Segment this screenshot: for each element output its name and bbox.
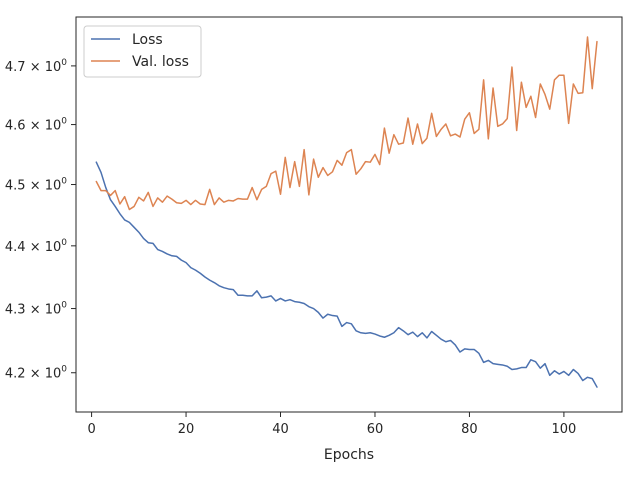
x-tick-label: 40: [272, 422, 289, 437]
plot-lines: [95, 36, 598, 388]
x-tick-label: 80: [461, 422, 478, 437]
series-line-loss: [95, 161, 598, 388]
legend-label: Val. loss: [132, 54, 189, 70]
x-tick-label: 20: [178, 422, 195, 437]
x-tick-labels: 0 20 40 60 80 100: [87, 422, 576, 437]
y-tick-label: 4.7 × 100: [5, 58, 67, 75]
y-tick-label: 4.4 × 100: [5, 238, 67, 255]
legend-label: Loss: [132, 32, 163, 48]
x-tick-label: 100: [551, 422, 576, 437]
axes-frame: [75, 16, 623, 413]
x-tick-label: 60: [367, 422, 384, 437]
y-tick-label: 4.2 × 100: [5, 365, 67, 382]
x-axis-label: Epochs: [324, 447, 374, 463]
y-tick-label: 4.6 × 100: [5, 117, 67, 134]
axis-ticks: [71, 65, 565, 417]
y-tick-label: 4.3 × 100: [5, 301, 67, 318]
series-line-val-loss: [95, 36, 598, 211]
y-tick-labels: 4.2 × 100 4.3 × 100 4.4 × 100 4.5 × 100 4.6 …: [5, 58, 67, 382]
y-tick-label: 4.5 × 100: [5, 177, 67, 194]
legend: Loss Val. loss: [83, 25, 202, 78]
x-tick-label: 0: [87, 422, 95, 437]
